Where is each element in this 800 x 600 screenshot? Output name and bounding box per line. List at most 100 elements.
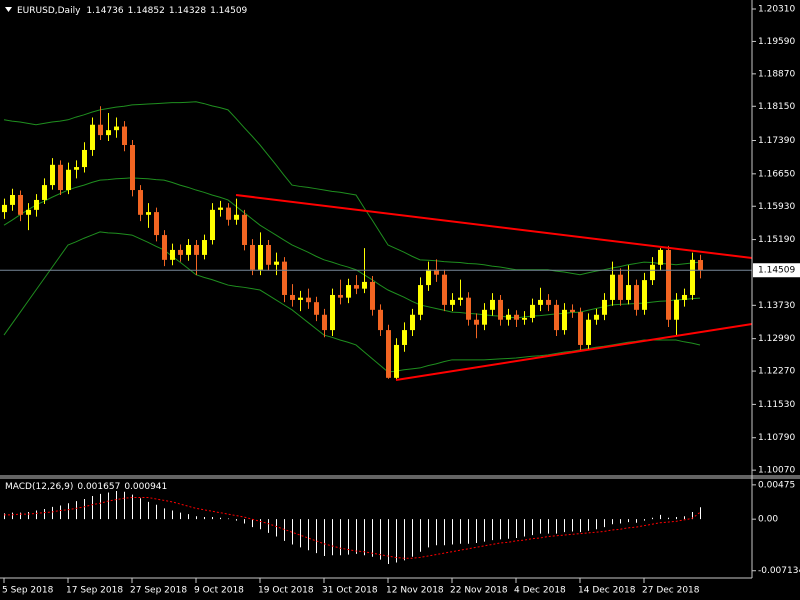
candle-body <box>18 194 23 215</box>
candle-body <box>610 274 615 300</box>
candle-body <box>82 149 87 168</box>
candle-body <box>522 317 527 320</box>
candle-body <box>498 299 503 320</box>
candle-body <box>170 249 175 260</box>
candle-body <box>50 164 55 186</box>
candle-body <box>218 207 223 210</box>
bollinger-band <box>3 231 701 373</box>
candle-body <box>442 274 447 305</box>
candle-body <box>138 190 143 215</box>
y-tick-label: 1.11530 <box>758 400 795 410</box>
y-tick-label: 1.10070 <box>758 466 795 476</box>
x-tick-label: 19 Oct 2018 <box>258 586 314 596</box>
y-tick-label: 1.17390 <box>758 136 795 146</box>
candle-body <box>146 212 151 215</box>
close-value: 1.14509 <box>210 6 247 16</box>
indicator-name: MACD(12,26,9) <box>5 482 73 492</box>
x-tick-label: 9 Oct 2018 <box>194 586 244 596</box>
candle-body <box>658 249 663 265</box>
candle-body <box>674 299 679 320</box>
y-tick-label: -0.007134 <box>758 566 800 576</box>
y-tick-label: 1.10790 <box>758 433 795 443</box>
candle-body <box>682 294 687 300</box>
candle-body <box>210 209 215 241</box>
plot-layer <box>0 101 752 564</box>
candle-body <box>10 194 15 205</box>
x-tick-label: 27 Sep 2018 <box>130 586 187 596</box>
candle-body <box>90 124 95 150</box>
candle-body <box>58 164 63 191</box>
candle-body <box>362 281 367 289</box>
candle-body <box>586 319 591 345</box>
candle-body <box>594 314 599 320</box>
symbol: EURUSD,Daily <box>17 6 81 16</box>
candle-body <box>690 259 695 295</box>
candle-body <box>266 244 271 265</box>
x-tick-label: 22 Nov 2018 <box>450 586 508 596</box>
signal-value: 0.000941 <box>124 482 167 492</box>
menu-arrow[interactable] <box>5 7 12 12</box>
candle-body <box>258 244 263 270</box>
candle-body <box>378 309 383 331</box>
candle-body <box>202 240 207 255</box>
candle-body <box>274 261 279 265</box>
candle-body <box>234 214 239 220</box>
candle-body <box>530 304 535 318</box>
indicator-header: MACD(12,26,9) 0.001657 0.000941 <box>5 482 167 492</box>
candle-body <box>506 314 511 320</box>
y-tick-label: 1.12270 <box>758 367 795 377</box>
candle-body <box>162 235 167 260</box>
candle-body <box>386 330 391 378</box>
y-tick-label: 1.13730 <box>758 301 795 311</box>
candle-body <box>570 309 575 313</box>
candle-body <box>618 274 623 300</box>
x-tick-label: 17 Sep 2018 <box>66 586 123 596</box>
y-tick-label: 1.18150 <box>758 102 795 112</box>
candle-body <box>458 297 463 300</box>
candle-body <box>370 281 375 310</box>
macd-value: 0.001657 <box>77 482 120 492</box>
candle-body <box>578 312 583 345</box>
candle-body <box>538 299 543 305</box>
candle-body <box>466 297 471 320</box>
candle-body <box>290 294 295 300</box>
chart-header: EURUSD,Daily 1.14736 1.14852 1.14328 1.14509 <box>17 6 248 16</box>
candle-body <box>650 264 655 281</box>
candle-body <box>26 209 31 215</box>
x-tick-label: 4 Dec 2018 <box>514 586 566 596</box>
candle-body <box>226 207 231 220</box>
y-tick-label: 1.15930 <box>758 202 795 212</box>
candle-body <box>514 314 519 320</box>
candle-body <box>338 294 343 298</box>
candle-body <box>418 285 423 315</box>
candle-body <box>698 260 703 271</box>
candle-body <box>410 314 415 331</box>
trendline-upper <box>235 194 753 259</box>
candle-body <box>546 299 551 305</box>
bollinger-band <box>3 177 701 319</box>
candle-body <box>602 299 607 315</box>
y-tick-label: 0.00 <box>758 515 778 525</box>
candle-body <box>306 297 311 303</box>
candle-body <box>402 330 407 345</box>
x-tick-label: 12 Nov 2018 <box>386 586 444 596</box>
candle-body <box>490 299 495 310</box>
open-value: 1.14736 <box>86 6 123 16</box>
candle-body <box>634 285 639 310</box>
signal-line <box>4 496 701 559</box>
candle-body <box>154 212 159 236</box>
candle-body <box>34 199 39 210</box>
candle-body <box>450 299 455 305</box>
low-value: 1.14328 <box>169 6 206 16</box>
candle-body <box>626 285 631 300</box>
candle-body <box>322 314 327 331</box>
y-tick-label: 1.12990 <box>758 334 795 344</box>
candle-body <box>186 244 191 255</box>
candle-body <box>242 214 247 245</box>
bollinger-band <box>3 101 701 276</box>
candle-body <box>114 126 119 131</box>
high-value: 1.14852 <box>128 6 165 16</box>
candle-body <box>298 297 303 300</box>
trendline-lower <box>395 323 753 381</box>
